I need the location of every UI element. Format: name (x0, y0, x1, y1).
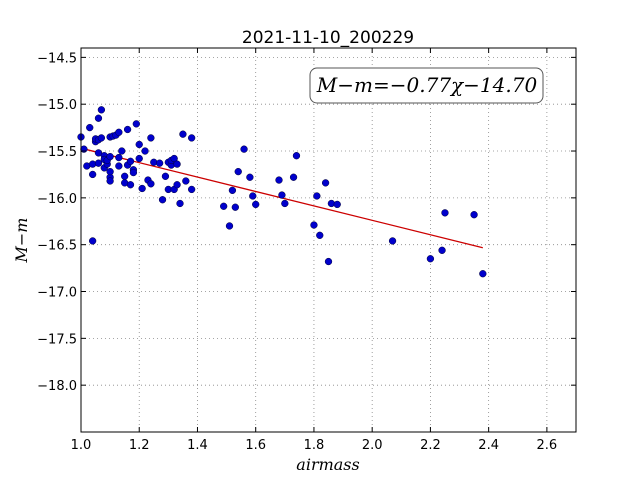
data-point (333, 200, 341, 209)
data-point (147, 180, 155, 188)
data-point (179, 130, 187, 138)
data-point (246, 173, 254, 181)
data-point (321, 179, 330, 187)
data-point (249, 192, 257, 200)
data-point (231, 203, 239, 211)
data-point (228, 186, 237, 195)
data-point (313, 192, 321, 200)
data-point (80, 145, 88, 153)
data-point (123, 125, 132, 134)
data-point (88, 237, 97, 245)
x-tick-label: 1.8 (304, 438, 325, 453)
data-point (187, 134, 196, 142)
data-point (135, 140, 143, 149)
data-point (121, 172, 129, 180)
data-point (141, 147, 149, 155)
ticks (80, 48, 576, 432)
data-point (115, 162, 123, 170)
data-point (470, 211, 478, 219)
x-tick-label: 1.4 (187, 438, 208, 453)
data-point (118, 147, 126, 155)
data-point (182, 177, 190, 185)
data-point (173, 160, 181, 168)
data-point (292, 152, 301, 160)
data-point (97, 134, 106, 142)
data-point (388, 237, 397, 245)
data-point (94, 114, 103, 122)
data-point (94, 159, 103, 167)
data-point (225, 222, 234, 230)
plot-frame (80, 47, 577, 433)
data-point (252, 200, 260, 209)
data-point (86, 123, 94, 132)
data-point (240, 145, 248, 153)
x-axis-label: airmass (296, 455, 359, 474)
x-tick-label: 1.2 (129, 438, 150, 453)
grid (81, 48, 576, 432)
y-tick-label: −18.0 (37, 379, 77, 394)
y-tick-label: −16.0 (37, 192, 77, 207)
chart-title: 2021-11-10_200229 (242, 28, 414, 48)
data-point (158, 196, 167, 204)
data-point (126, 157, 135, 165)
data-point (147, 134, 155, 142)
x-tick-label: 2.6 (537, 438, 558, 453)
data-point (161, 172, 170, 180)
data-point (135, 154, 143, 163)
data-point (155, 159, 164, 167)
data-point (281, 199, 289, 208)
y-tick-label: −14.5 (37, 51, 77, 66)
data-point (170, 154, 178, 163)
data-point (426, 255, 435, 263)
data-point (132, 120, 140, 128)
data-point (234, 167, 242, 176)
equation-box-frame (309, 67, 544, 104)
fit-equation-box: M−m=−0.77χ−14.70 (309, 67, 544, 104)
data-point (316, 231, 324, 239)
x-tick-label: 1.0 (71, 438, 92, 453)
data-point (289, 173, 298, 181)
data-point (138, 184, 146, 193)
data-point (176, 199, 184, 208)
data-point (88, 170, 97, 179)
y-tick-label: −15.0 (37, 98, 77, 113)
data-point (479, 270, 487, 278)
data-point (106, 152, 114, 161)
data-point (275, 176, 283, 184)
data-point (106, 167, 114, 176)
y-tick-label: −17.0 (37, 286, 77, 301)
x-tick-label: 1.6 (245, 438, 266, 453)
data-point (310, 221, 318, 229)
fit-equation: M−m=−0.77χ−14.70 (316, 73, 538, 97)
points-layer (77, 106, 487, 278)
data-point (187, 185, 196, 194)
x-tick-label: 2.2 (420, 438, 441, 453)
data-point (97, 106, 106, 114)
data-point (126, 181, 135, 189)
data-point (129, 168, 138, 177)
data-point (115, 128, 123, 136)
y-tick-label: −15.5 (37, 145, 77, 160)
data-point (106, 177, 114, 185)
y-tick-label: −17.5 (37, 332, 77, 347)
data-point (441, 209, 449, 217)
x-tick-label: 2.0 (362, 438, 383, 453)
data-point (115, 153, 123, 162)
y-tick-label: −16.5 (37, 239, 77, 254)
x-tick-labels: 1.0 1.2 1.4 1.6 1.8 2.0 2.2 2.4 2.6 (71, 438, 558, 453)
data-point (220, 202, 228, 210)
y-axis-label: M−m (12, 218, 31, 264)
data-point (94, 149, 103, 157)
y-tick-labels: −14.5 −15.0 −15.5 −16.0 −16.5 −17.0 −17.5 −18.0 (37, 51, 77, 394)
data-point (173, 181, 181, 189)
data-point (438, 246, 446, 254)
data-point (278, 191, 286, 199)
x-tick-label: 2.4 (478, 438, 499, 453)
data-point (324, 257, 333, 266)
